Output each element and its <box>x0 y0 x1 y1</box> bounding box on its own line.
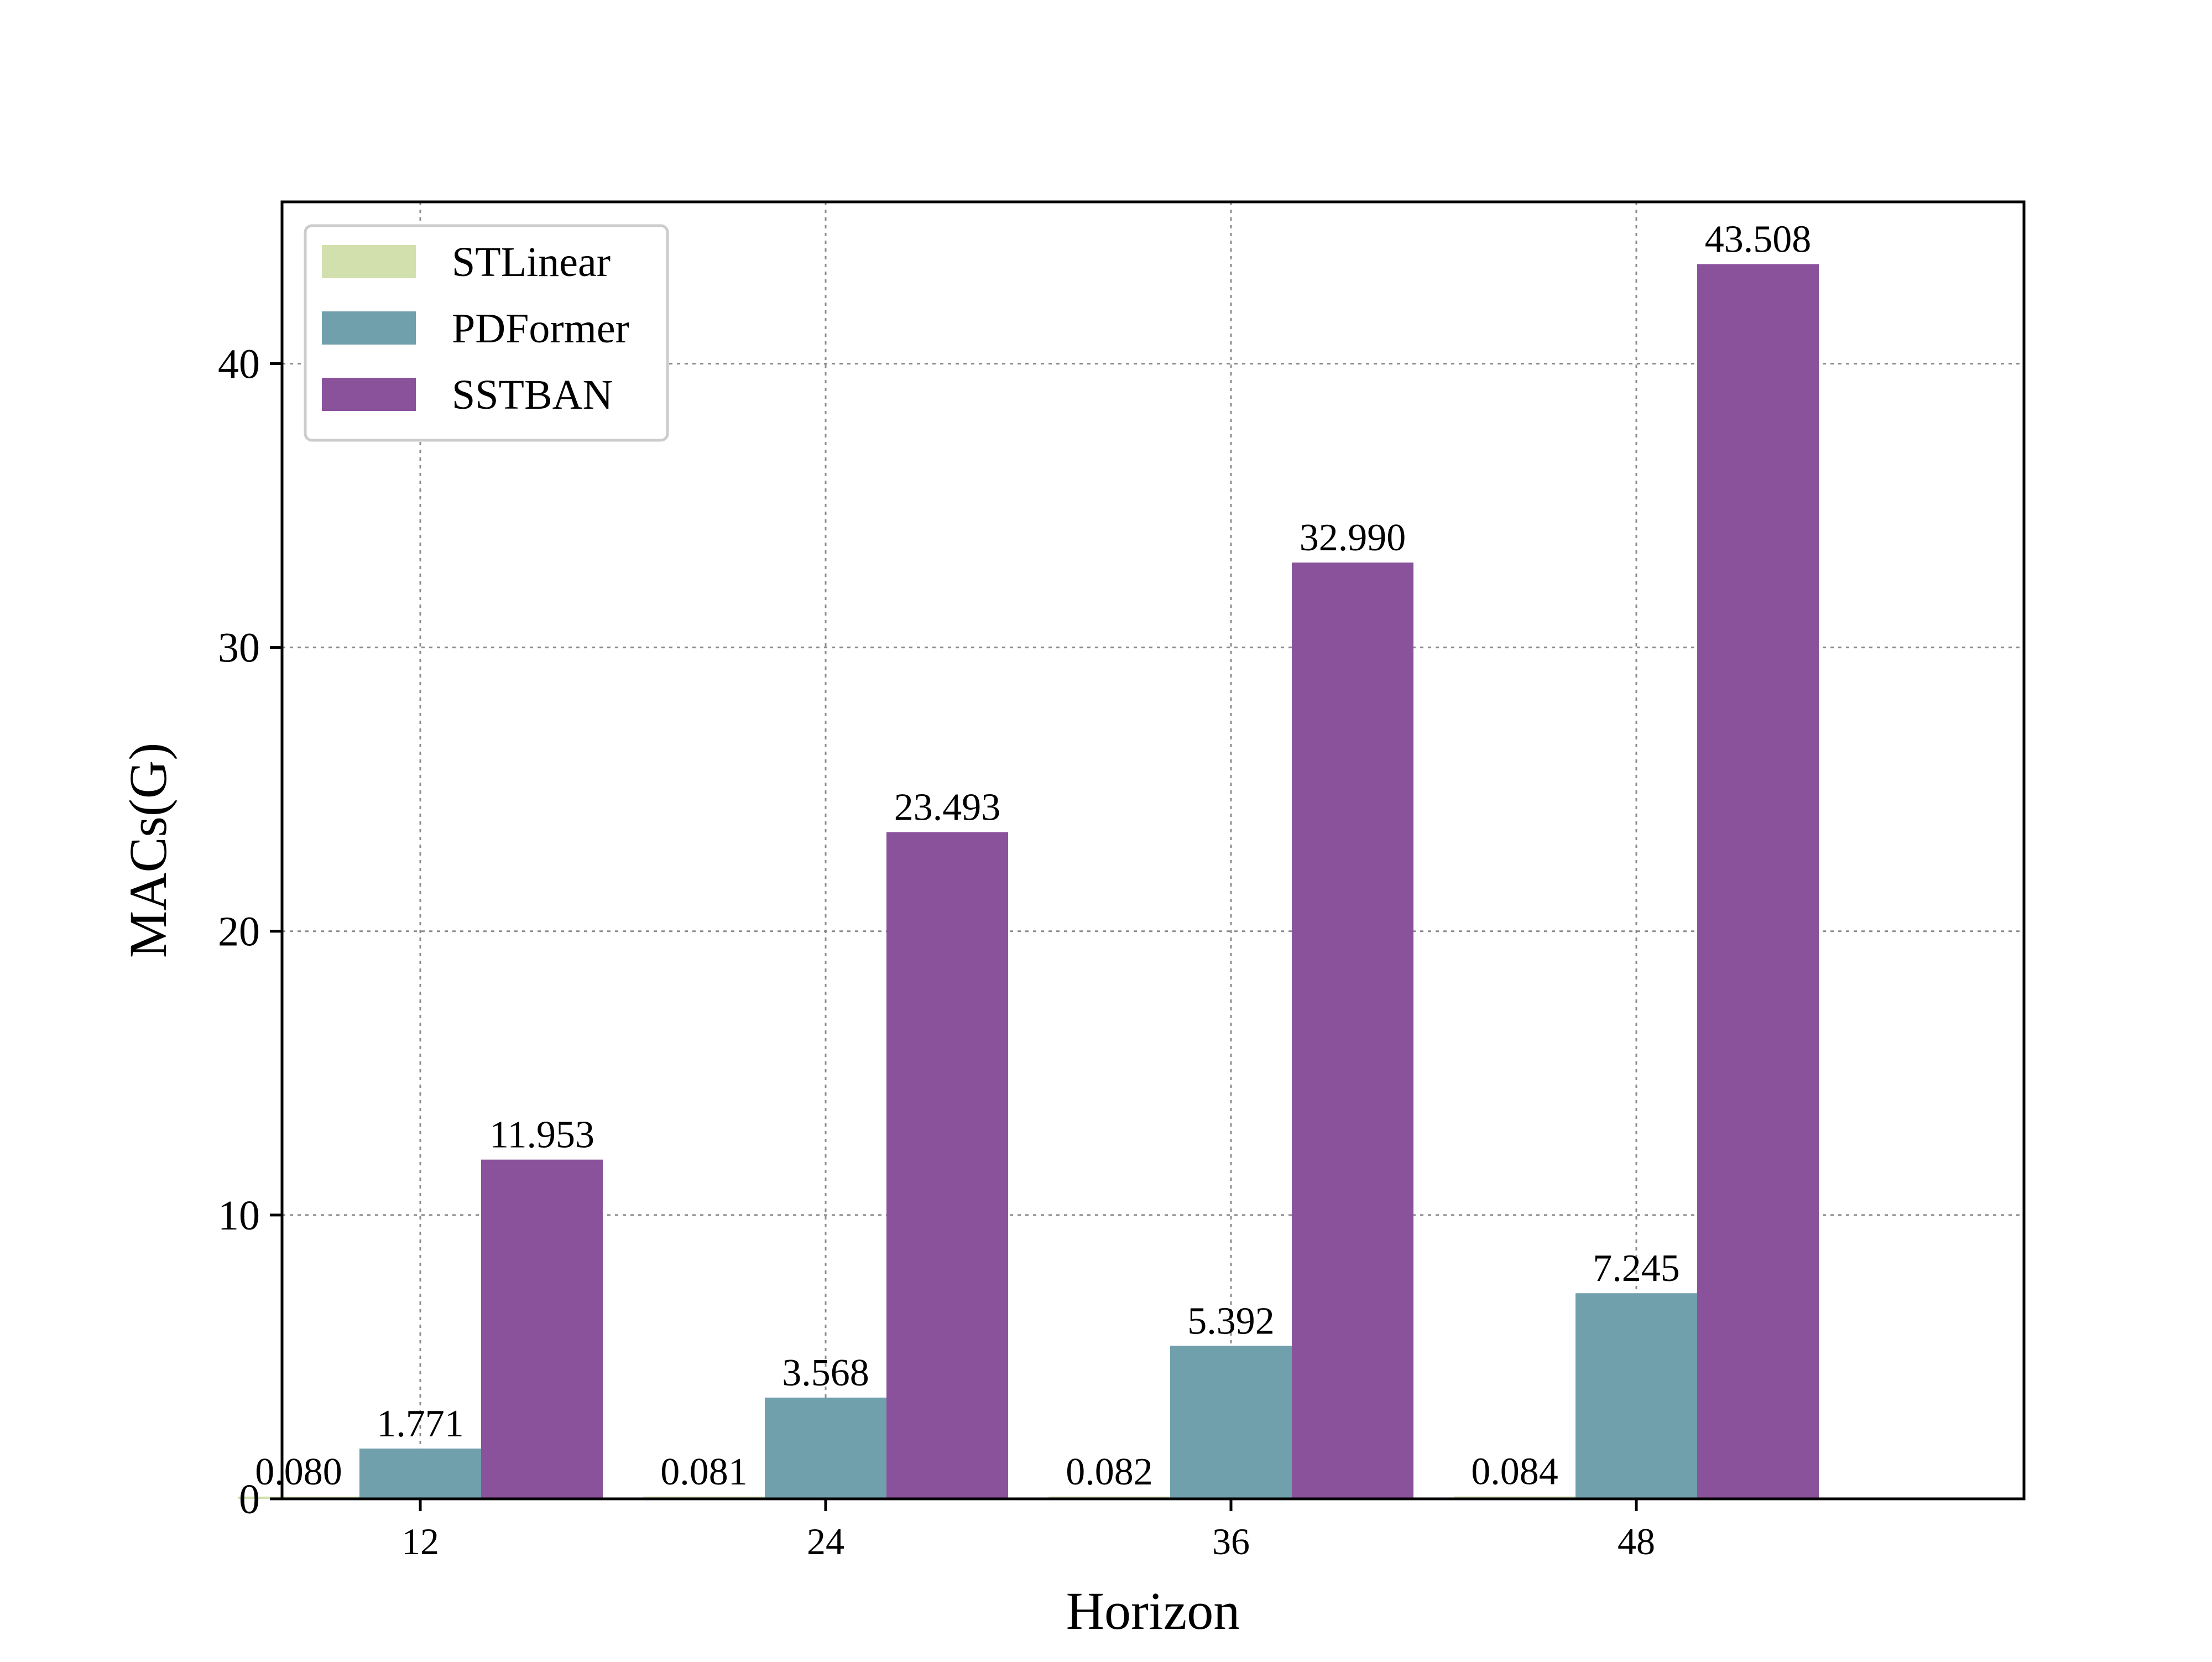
data-label-pdformer: 3.568 <box>782 1352 869 1394</box>
legend-swatch-sstban <box>322 378 416 411</box>
plot-frame <box>280 200 2026 1501</box>
x-tick-label: 12 <box>401 1520 439 1562</box>
y-tick-label: 30 <box>218 625 260 671</box>
y-tick-label: 20 <box>218 909 260 955</box>
y-tick-label: 10 <box>218 1192 260 1239</box>
x-tick-label: 48 <box>1618 1520 1655 1562</box>
data-label-stlinear: 0.082 <box>1066 1451 1153 1493</box>
bar-pdformer <box>765 1397 886 1499</box>
bar-sstban <box>1292 562 1413 1499</box>
data-label-sstban: 23.493 <box>894 786 1001 829</box>
data-labels: 0.080 0.081 0.082 0.084 1.771 3.568 5.392 7.245… <box>255 218 1811 1493</box>
x-axis-label: Horizon <box>1066 1581 1240 1640</box>
x-tick-label: 24 <box>807 1520 844 1562</box>
data-label-sstban: 11.953 <box>489 1114 594 1156</box>
bar-pdformer <box>1170 1346 1292 1499</box>
legend-label-pdformer: PDFormer <box>452 305 629 352</box>
legend-swatch-pdformer <box>322 311 416 345</box>
bar-sstban <box>1697 264 1819 1499</box>
y-tick-label: 40 <box>218 341 260 387</box>
bar-sstban <box>481 1159 603 1499</box>
y-tick-label: 0 <box>239 1476 260 1523</box>
y-axis-label: MACs(G) <box>118 743 178 958</box>
bar-pdformer <box>1575 1293 1697 1499</box>
data-label-pdformer: 5.392 <box>1187 1300 1275 1342</box>
data-label-stlinear: 0.081 <box>660 1451 748 1493</box>
bars <box>238 264 1819 1499</box>
legend: STLinear PDFormer SSTBAN <box>304 224 669 442</box>
axes: 12 24 36 48 0 10 20 30 40 <box>218 341 1655 1562</box>
data-label-stlinear: 0.080 <box>255 1451 342 1493</box>
x-tick-label: 36 <box>1212 1520 1250 1562</box>
legend-swatch-stlinear <box>322 245 416 278</box>
data-label-stlinear: 0.084 <box>1471 1451 1558 1493</box>
data-label-sstban: 32.990 <box>1300 517 1406 559</box>
legend-label-sstban: SSTBAN <box>452 372 613 418</box>
data-label-pdformer: 7.245 <box>1593 1247 1680 1290</box>
data-label-pdformer: 1.771 <box>377 1403 464 1445</box>
data-label-sstban: 43.508 <box>1705 218 1812 260</box>
bar-sstban <box>886 832 1008 1499</box>
bar-pdformer <box>359 1449 481 1499</box>
legend-label-stlinear: STLinear <box>452 239 611 285</box>
